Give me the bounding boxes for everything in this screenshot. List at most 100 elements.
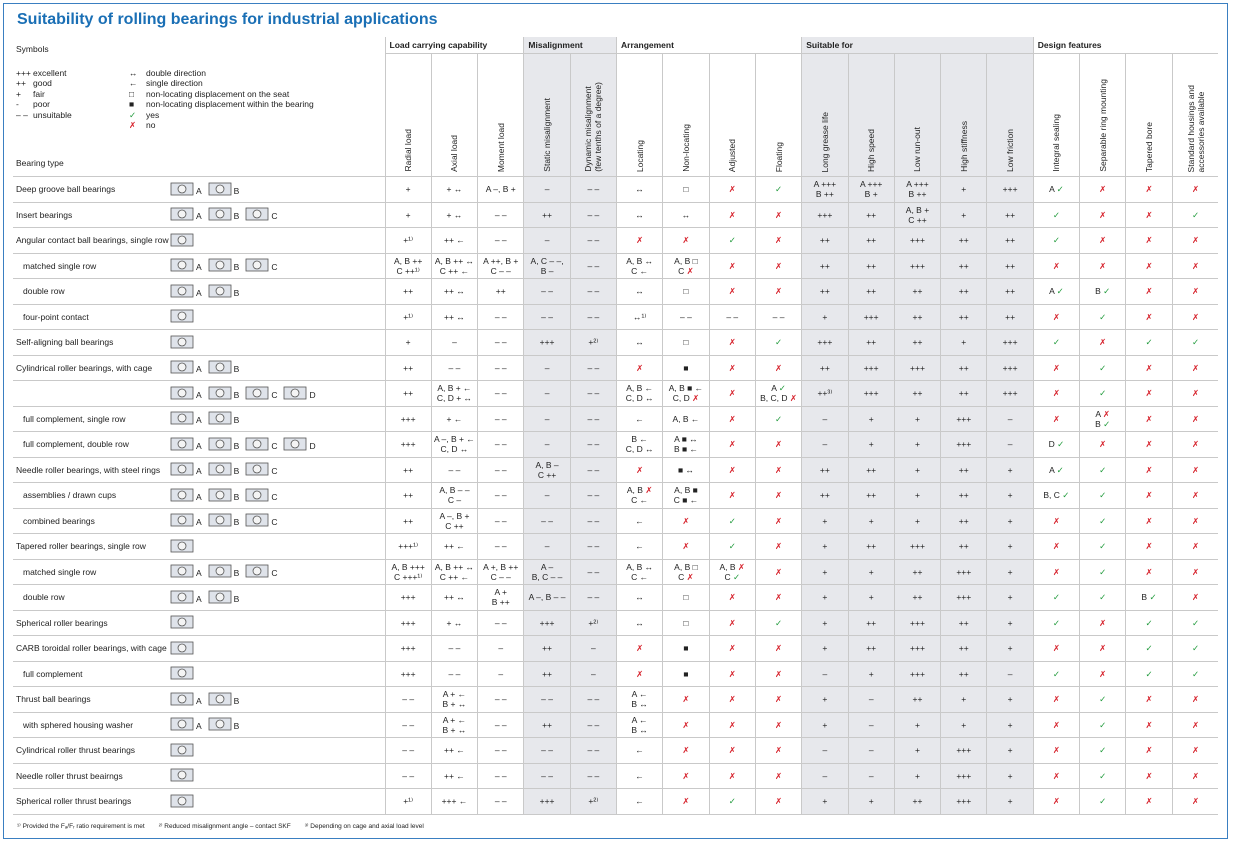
no-mark: ✗ [1099, 260, 1107, 271]
icon-element [177, 439, 187, 449]
variant-label: C [271, 466, 278, 477]
bearing-name: four-point contact [13, 304, 170, 330]
no-mark: ✗ [728, 643, 736, 654]
no-mark: ✗ [728, 745, 736, 756]
rating-cell: – – [477, 380, 524, 407]
rating-cell: ++ [847, 635, 895, 662]
icon-element [177, 490, 187, 500]
rating-cell: ++ [940, 355, 987, 381]
rating-cell: +¹⁾ [384, 304, 432, 330]
icon-element [177, 745, 187, 755]
rating-cell: +++ [893, 635, 941, 662]
column-header: Axial load [430, 53, 478, 177]
rating-cell: ✗ [1171, 763, 1219, 789]
icon-element [215, 464, 225, 474]
rating-cell: + [893, 508, 941, 534]
footnotes: ¹⁾ Provided the Fₐ/Fᵣ ratio requirement … [17, 822, 424, 830]
rating-cell: + ↔ [430, 610, 478, 636]
yes-mark: ✓ [1056, 184, 1064, 195]
rating-cell: A, B □ C ✗ [662, 559, 710, 585]
bearing-icon [208, 284, 232, 298]
yes-mark: ✓ [1099, 592, 1107, 603]
group-title: Suitable for [801, 37, 1034, 54]
rating-cell: D ✓ [1032, 431, 1080, 458]
bearing-icons: A B C [170, 559, 385, 585]
rating-cell: ++ [893, 584, 941, 611]
icon-element [177, 209, 187, 219]
no-mark: ✗ [737, 561, 746, 572]
bearing-icons: A B C [170, 457, 385, 483]
rating-cell: ++ [940, 610, 987, 636]
rating-cell: + [893, 406, 941, 432]
icon-element [177, 362, 187, 372]
legend-symbol: ↔ [129, 67, 138, 78]
rating-cell: + [893, 482, 941, 509]
rating-cell: +++ [847, 380, 895, 407]
rating-cell: + [847, 661, 895, 687]
yes-mark: ✓ [775, 617, 783, 628]
bearing-icons [170, 304, 385, 330]
rating-cell: +++ [940, 763, 987, 789]
column-header: Adjusted [708, 53, 756, 177]
icon-element [252, 209, 262, 219]
rating-cell: ✓ [1171, 610, 1219, 636]
rating-cell: + [801, 584, 849, 611]
variant-label: D [309, 389, 316, 400]
rating-cell: ++ [940, 661, 987, 687]
rating-cell: – – [477, 304, 524, 330]
rating-cell: + [801, 788, 849, 815]
no-mark: ✗ [1052, 388, 1060, 399]
rating-cell: – – [523, 278, 571, 305]
rating-cell: – – [430, 635, 478, 662]
rating-cell: – – [569, 737, 617, 764]
rating-cell: ← [616, 406, 663, 432]
legend-text: fair [33, 88, 45, 99]
table-row: Angular contact ball bearings, single ro… [13, 227, 1219, 254]
rating-cell: ✗ [1079, 431, 1126, 458]
legend-item: +++ excellent [16, 68, 72, 79]
bearing-name: full complement, double row [13, 431, 170, 458]
yes-mark: ✓ [1099, 566, 1107, 577]
legend-symbol: – – [16, 109, 28, 120]
rating-cell: ✗ [1125, 457, 1173, 483]
rating-cell: ✗ [754, 431, 802, 458]
column-title: High speed [866, 128, 877, 172]
yes-mark: ✓ [1062, 490, 1070, 501]
no-mark: ✗ [728, 260, 736, 271]
no-mark: ✗ [1192, 770, 1200, 781]
no-mark: ✗ [775, 796, 783, 807]
rating-cell: – [801, 737, 849, 764]
rating-cell: ✗ [754, 763, 802, 789]
rating-cell: □ [662, 176, 710, 203]
rating-cell: ✗ [1171, 788, 1219, 815]
rating-cell: + [986, 508, 1034, 534]
rating-cell: +++ [384, 584, 432, 611]
rating-cell: +++ [384, 406, 432, 432]
no-mark: ✗ [682, 770, 690, 781]
rating-cell: + [940, 202, 987, 228]
no-mark: ✗ [1099, 643, 1107, 654]
rating-cell: ++ [940, 508, 987, 534]
rating-cell: ✗ [662, 686, 710, 713]
rating-cell: ✓ [1125, 329, 1173, 356]
rating-cell: + ↔ [430, 202, 478, 228]
column-title: High stiffness [958, 121, 969, 172]
rating-cell: B ← C, D ↔ [616, 431, 663, 458]
yes-mark: ✓ [1099, 745, 1107, 756]
bearing-name: CARB toroidal roller bearings, with cage [13, 635, 170, 662]
bearing-icon [170, 360, 194, 374]
no-mark: ✗ [775, 541, 783, 552]
rating-cell: ++ [847, 202, 895, 228]
rating-cell: ++ [940, 227, 987, 254]
icon-element [177, 388, 187, 398]
icon-group: B [208, 385, 239, 400]
icon-element [215, 592, 225, 602]
rating-cell: ✗ [754, 508, 802, 534]
page: Suitability of rolling bearings for indu… [3, 3, 1228, 839]
bearing-name: Spherical roller bearings [13, 610, 170, 636]
bearing-icon [208, 360, 232, 374]
rating-cell: – [523, 533, 571, 560]
table-row: full complement +++ – – – ++ – ✗ ■ ✗ ✗ – + +++ ++ – ✓ ✗ ✓… [13, 661, 1219, 687]
bearing-icon [170, 411, 194, 425]
no-mark: ✗ [682, 235, 690, 246]
